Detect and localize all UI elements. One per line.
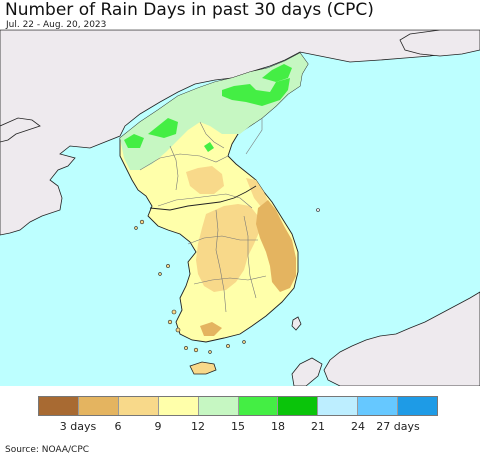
legend-label: 3 days — [59, 420, 97, 433]
nk-drier-zone-south — [186, 166, 224, 194]
legend-swatch — [118, 397, 159, 415]
legend-swatch — [78, 397, 119, 415]
sk-drier-zone-east — [246, 178, 270, 208]
sk-driest-zone-east-coast — [256, 200, 296, 292]
china-mainland-landmass — [0, 30, 480, 236]
nk-green-zone-north — [222, 78, 290, 106]
legend-swatch — [158, 397, 199, 415]
map-canvas — [0, 30, 480, 386]
legend-label: 24 — [351, 420, 365, 433]
legend-swatch — [39, 397, 79, 415]
legend-swatch — [358, 397, 399, 415]
liaodong-peninsula — [0, 117, 41, 143]
color-legend — [38, 396, 438, 416]
legend-label: 21 — [311, 420, 325, 433]
russia-coast — [399, 30, 480, 57]
date-range: Jul. 22 - Aug. 20, 2023 — [6, 20, 107, 30]
southwest-islands — [134, 219, 246, 354]
nk-green-zone-coast — [124, 134, 144, 148]
legend-swatch — [318, 397, 359, 415]
legend-label: 6 — [114, 420, 122, 433]
map-title: Number of Rain Days in past 30 days (CPC… — [5, 0, 374, 20]
legend-swatch — [198, 397, 239, 415]
legend-label: 15 — [231, 420, 245, 433]
tsushima-island — [291, 316, 302, 331]
japan-kyushu — [291, 357, 323, 386]
ulleung-island — [316, 208, 320, 212]
legend-swatch — [278, 397, 319, 415]
nk-light-green-zone — [120, 53, 308, 170]
source-credit: Source: NOAA/CPC — [5, 445, 90, 455]
nk-green-zone-west — [148, 118, 178, 138]
nk-green-spot — [204, 142, 214, 152]
nk-green-zone-east — [262, 64, 292, 82]
legend-label: 12 — [191, 420, 205, 433]
legend-label: 18 — [271, 420, 285, 433]
province-boundaries — [139, 118, 267, 313]
sk-drier-zone-central — [196, 204, 260, 292]
sk-driest-zone-southwest — [200, 322, 222, 336]
rain-days-map — [0, 29, 480, 386]
legend-swatch — [398, 397, 438, 415]
legend-label: 27 days — [376, 420, 420, 433]
legend-swatch — [238, 397, 279, 415]
dmz-boundary — [149, 185, 257, 211]
jeju-island — [189, 361, 217, 375]
legend-labels: 3 days 6 9 12 15 18 21 24 27 days — [38, 420, 438, 434]
legend-label: 9 — [154, 420, 162, 433]
japan-honshu — [323, 291, 480, 386]
